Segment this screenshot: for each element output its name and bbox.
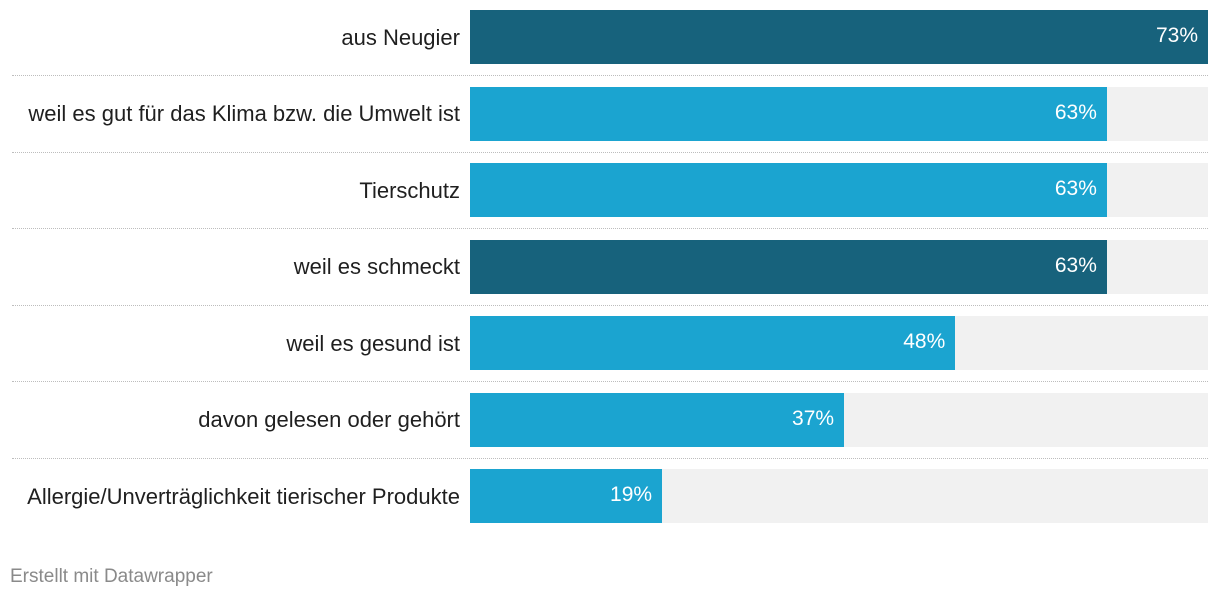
footer-credit: Erstellt mit Datawrapper bbox=[10, 566, 213, 587]
row-divider bbox=[12, 151, 1208, 153]
category-label: Allergie/Unverträglichkeit tierischer Pr… bbox=[27, 483, 460, 509]
bar-value-label: 63% bbox=[1054, 253, 1097, 277]
bar-value-label: 63% bbox=[1054, 100, 1097, 124]
bar bbox=[470, 316, 956, 370]
bar bbox=[470, 10, 1208, 64]
bar-value-label: 48% bbox=[903, 330, 946, 353]
bar-value-label: 19% bbox=[610, 483, 653, 506]
category-label: aus Neugier bbox=[341, 24, 460, 50]
category-label: weil es schmeckt bbox=[293, 254, 460, 279]
bar-value-label: 37% bbox=[792, 406, 835, 430]
bar bbox=[470, 239, 1107, 294]
row-divider bbox=[12, 304, 1208, 306]
category-label: weil es gut für das Klima bzw. die Umwel… bbox=[28, 101, 460, 126]
row-divider bbox=[12, 75, 1208, 76]
bar-value-label: 73% bbox=[1155, 24, 1198, 47]
bar bbox=[470, 86, 1107, 141]
bar bbox=[470, 469, 663, 523]
bar bbox=[470, 163, 1107, 217]
bar-value-label: 63% bbox=[1054, 177, 1097, 200]
category-label: weil es gesund ist bbox=[286, 330, 460, 356]
row-divider bbox=[12, 457, 1208, 459]
row-divider bbox=[12, 228, 1208, 229]
bar bbox=[470, 392, 845, 447]
category-label: davon gelesen oder gehört bbox=[198, 407, 460, 432]
category-label: Tierschutz bbox=[359, 177, 460, 203]
row-divider bbox=[12, 381, 1208, 382]
